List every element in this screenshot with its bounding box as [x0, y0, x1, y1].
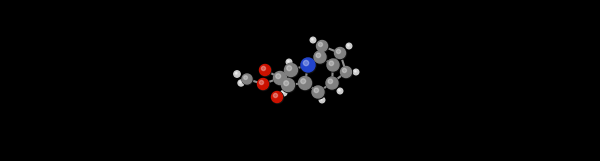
Circle shape: [274, 93, 278, 98]
Circle shape: [244, 76, 248, 80]
Circle shape: [316, 55, 317, 56]
Circle shape: [257, 79, 269, 90]
Circle shape: [259, 80, 263, 85]
Circle shape: [312, 86, 325, 99]
Circle shape: [287, 61, 289, 62]
Circle shape: [314, 88, 319, 93]
Circle shape: [234, 71, 240, 77]
Circle shape: [272, 92, 283, 103]
Circle shape: [284, 81, 289, 86]
Circle shape: [284, 63, 298, 76]
Circle shape: [301, 58, 316, 73]
Circle shape: [314, 51, 326, 63]
Circle shape: [317, 41, 328, 52]
Circle shape: [312, 86, 324, 98]
Circle shape: [281, 79, 295, 91]
Circle shape: [283, 91, 284, 93]
Circle shape: [311, 38, 313, 40]
Circle shape: [343, 68, 347, 73]
Circle shape: [335, 47, 346, 58]
Circle shape: [310, 37, 316, 43]
Circle shape: [326, 77, 339, 90]
Circle shape: [260, 65, 271, 76]
Circle shape: [287, 66, 292, 71]
Circle shape: [262, 66, 266, 71]
Circle shape: [335, 47, 346, 59]
Circle shape: [338, 90, 340, 91]
Circle shape: [346, 43, 352, 49]
Circle shape: [276, 74, 281, 79]
Circle shape: [281, 78, 296, 93]
Circle shape: [337, 49, 341, 54]
Circle shape: [341, 66, 352, 77]
Circle shape: [316, 53, 320, 58]
Circle shape: [304, 60, 309, 66]
Circle shape: [274, 71, 287, 85]
Circle shape: [301, 58, 315, 72]
Circle shape: [326, 77, 338, 89]
Circle shape: [238, 80, 244, 86]
Circle shape: [327, 59, 339, 71]
Circle shape: [299, 76, 311, 90]
Circle shape: [281, 90, 287, 96]
Circle shape: [314, 51, 327, 64]
Circle shape: [242, 74, 252, 84]
Circle shape: [298, 76, 313, 90]
Circle shape: [271, 91, 283, 103]
Circle shape: [274, 71, 287, 85]
Circle shape: [242, 74, 253, 85]
Circle shape: [347, 44, 349, 46]
Circle shape: [317, 41, 328, 52]
Circle shape: [355, 71, 356, 72]
Circle shape: [341, 66, 352, 78]
Circle shape: [257, 79, 269, 90]
Circle shape: [320, 99, 322, 100]
Circle shape: [319, 42, 323, 47]
Circle shape: [286, 59, 292, 65]
Circle shape: [284, 63, 299, 77]
Circle shape: [301, 79, 305, 84]
Circle shape: [235, 72, 237, 74]
Circle shape: [327, 59, 340, 72]
Circle shape: [314, 53, 320, 58]
Circle shape: [239, 81, 241, 83]
Circle shape: [260, 65, 271, 76]
Circle shape: [337, 88, 343, 94]
Circle shape: [328, 79, 332, 84]
Circle shape: [353, 69, 359, 75]
Circle shape: [329, 61, 334, 66]
Circle shape: [319, 97, 325, 103]
